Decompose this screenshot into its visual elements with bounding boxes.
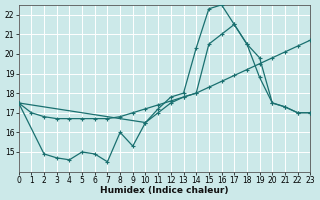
X-axis label: Humidex (Indice chaleur): Humidex (Indice chaleur) <box>100 186 229 195</box>
